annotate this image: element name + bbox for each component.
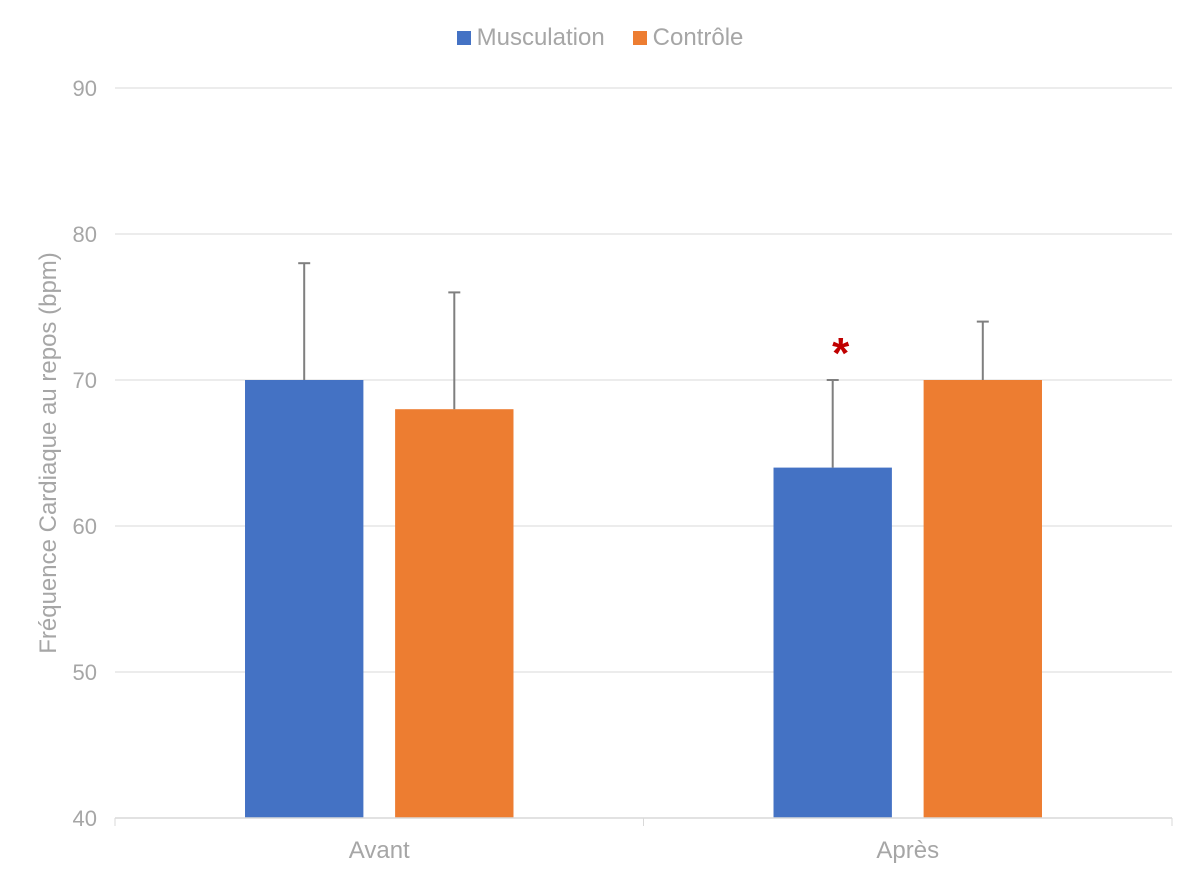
y-tick-label-80: 80	[73, 222, 97, 247]
y-tick-label-70: 70	[73, 368, 97, 393]
legend-item-musculation: Musculation	[456, 24, 605, 52]
y-tick-label-50: 50	[73, 660, 97, 685]
legend: Musculation Contrôle	[0, 24, 1200, 52]
error-bars: *	[298, 262, 989, 468]
x-tick-label-1: Après	[876, 837, 939, 864]
bar-0-0	[245, 380, 364, 818]
legend-item-controle: Contrôle	[632, 24, 744, 52]
legend-swatch-controle	[632, 31, 647, 45]
bar-0-1	[773, 467, 892, 818]
y-tick-label-60: 60	[73, 514, 97, 539]
legend-swatch-musculation	[456, 31, 471, 45]
y-tick-label-40: 40	[73, 806, 97, 831]
y-tick-label-90: 90	[73, 76, 97, 101]
axes: 40 50 60 70 80 90 Avant Après	[73, 76, 1173, 864]
x-tick-label-0: Avant	[349, 837, 410, 864]
y-axis-label: Fréquence Cardiaque au repos (bpm)	[35, 252, 62, 654]
bars	[245, 380, 1042, 818]
significance-asterisk: *	[832, 329, 850, 378]
bar-1-0	[395, 409, 514, 818]
bar-1-1	[923, 380, 1042, 818]
legend-label-controle: Contrôle	[652, 24, 744, 51]
legend-label-musculation: Musculation	[476, 24, 605, 51]
